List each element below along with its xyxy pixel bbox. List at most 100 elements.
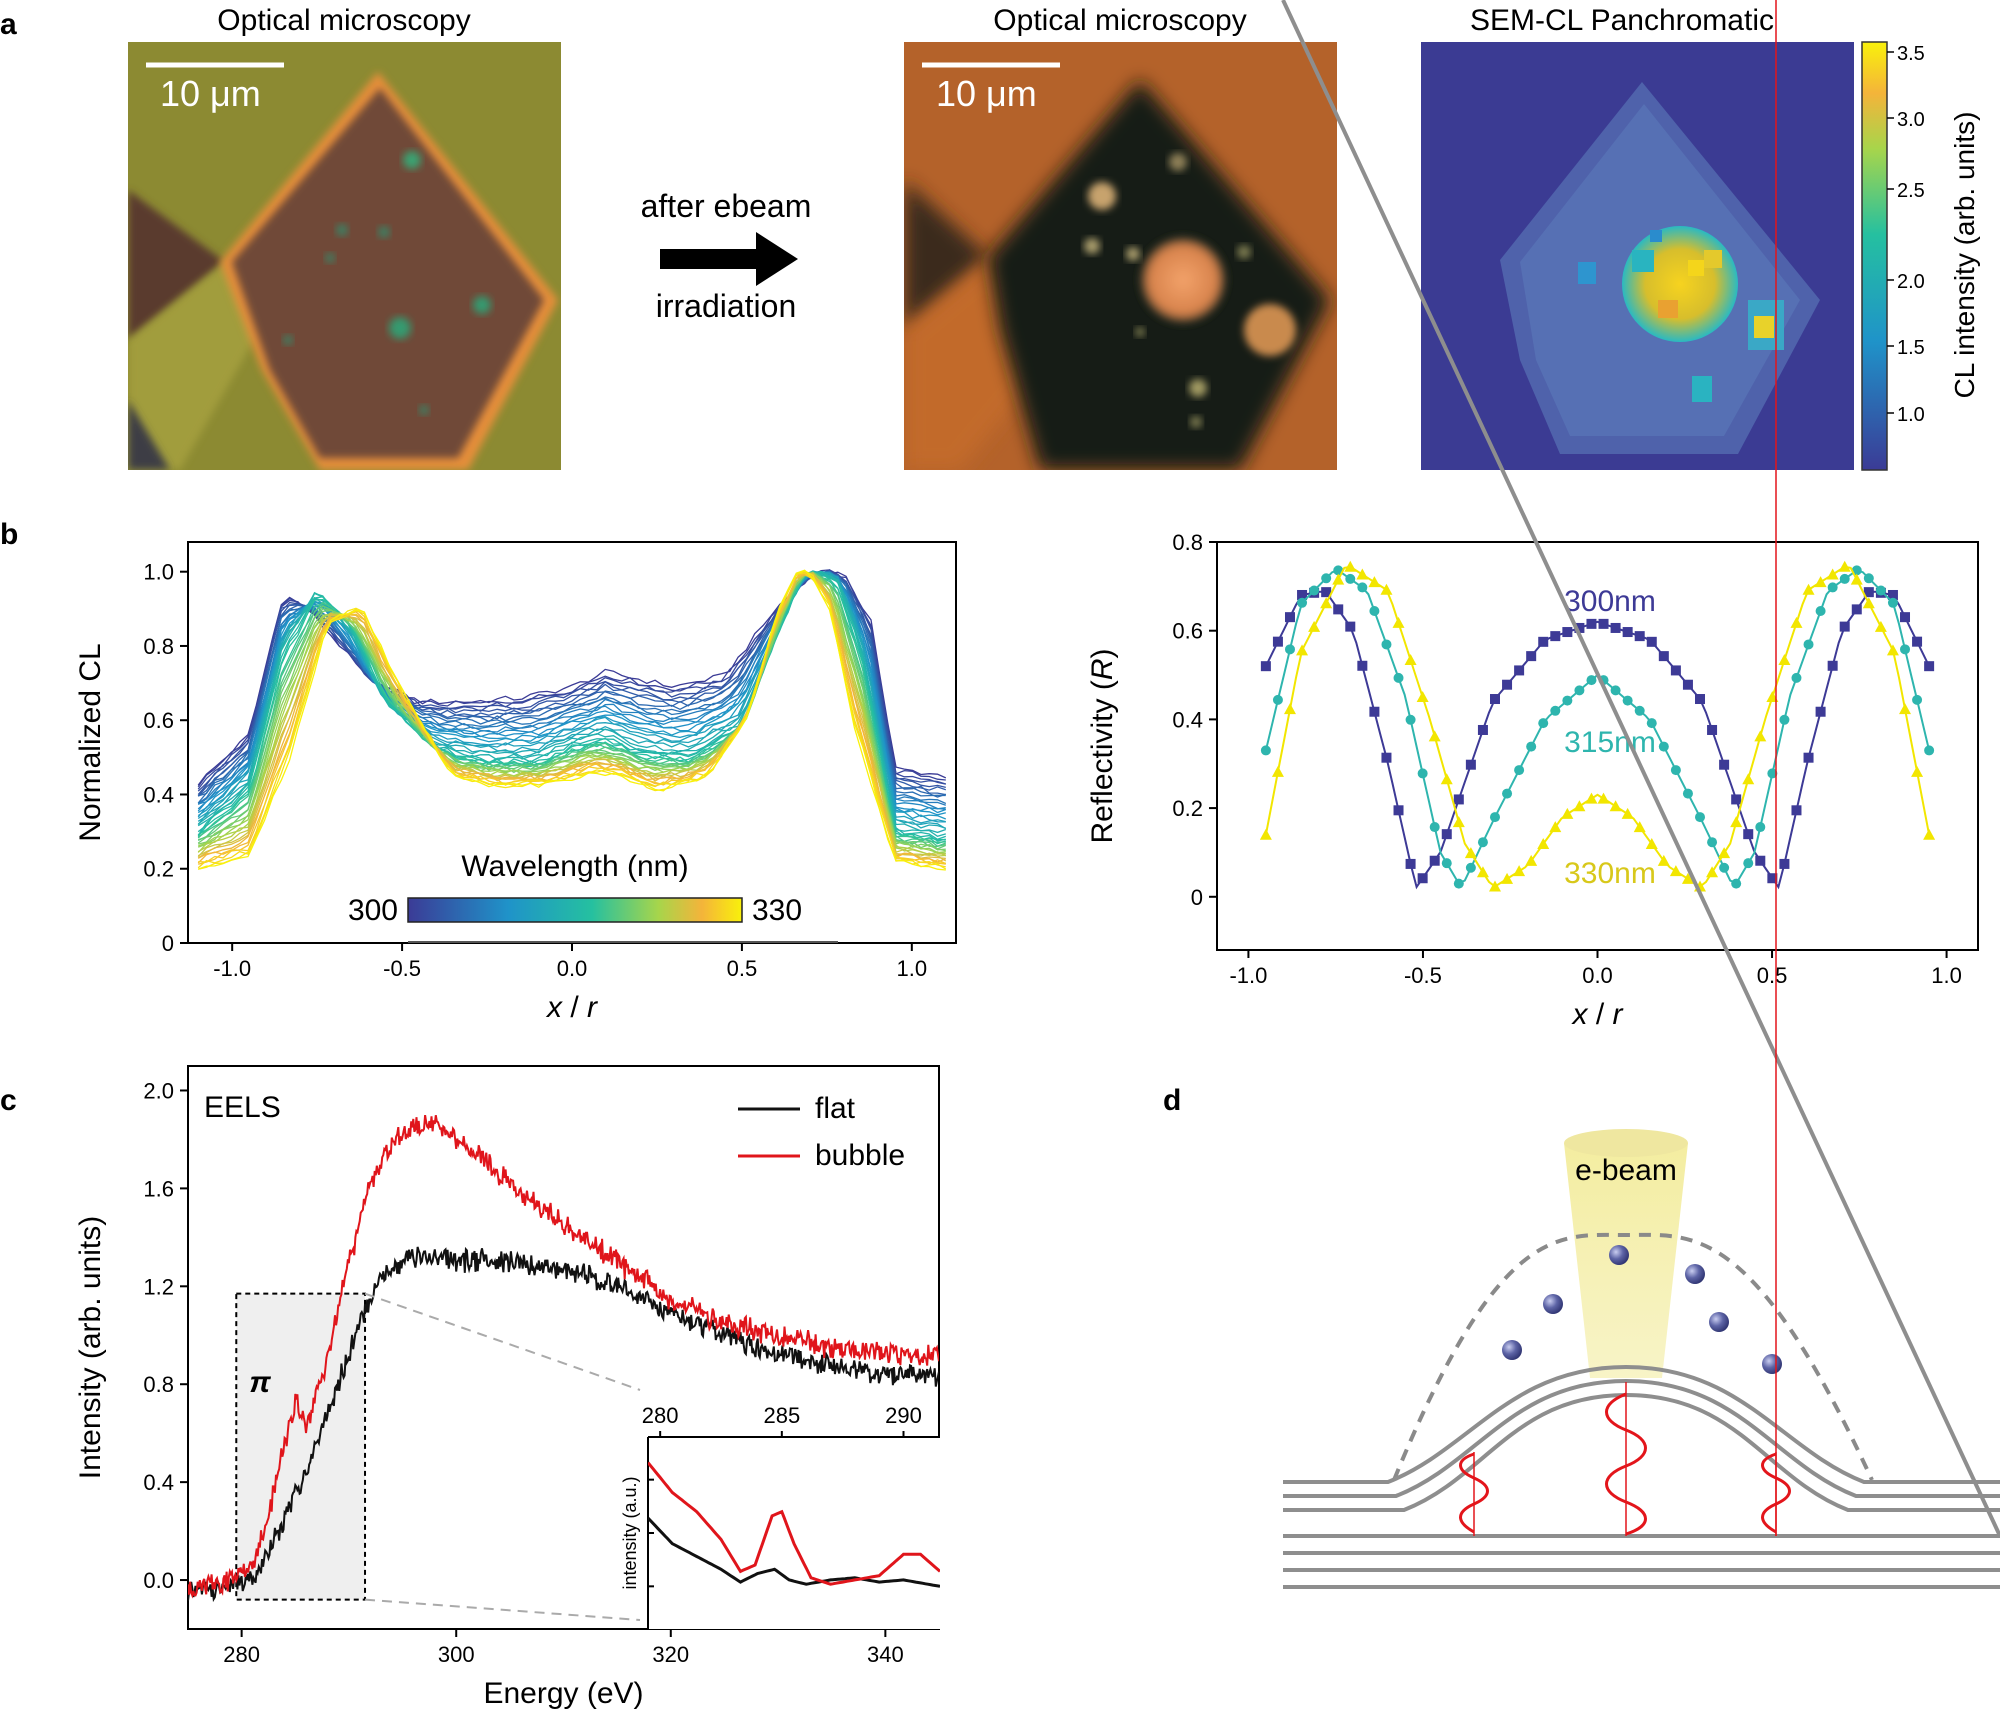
marker-circle xyxy=(1887,597,1898,608)
marker-square xyxy=(1743,829,1754,840)
marker-square xyxy=(1610,622,1621,633)
marker-square xyxy=(1598,618,1609,629)
y-axis-label: Reflectivity (R) xyxy=(1086,648,1119,843)
eels-chart: 280 300 320 340 0.0 0.4 0.8 1.2 1.6 2.0 Energy (eV… xyxy=(74,1065,940,1710)
y-tick-label: 0.6 xyxy=(1172,619,1203,644)
marker-triangle xyxy=(1344,560,1357,572)
marker-triangle xyxy=(1259,828,1272,840)
cl-profile-chart: -1.0 -0.5 0.0 0.5 1.0 0 0.2 0.4 0.6 0.8 1.0 x / r No… xyxy=(74,541,957,1024)
marker-triangle xyxy=(1899,703,1912,715)
marker-square xyxy=(1815,706,1826,717)
marker-triangle xyxy=(1380,583,1393,595)
y-tick-label: 0 xyxy=(1191,885,1203,910)
marker-circle xyxy=(1731,878,1742,889)
marker-triangle xyxy=(1838,560,1851,572)
x-tick-label: 340 xyxy=(867,1642,904,1667)
marker-square xyxy=(1574,622,1585,633)
x-axis-label: Energy (eV) xyxy=(483,1677,643,1710)
x-tick-label: -1.0 xyxy=(213,956,251,981)
panel-a: a Optical microscopy 10 μm after ebeam xyxy=(0,4,1980,471)
y-tick-label: 2.0 xyxy=(143,1078,174,1103)
marker-triangle xyxy=(1428,730,1441,742)
marker-triangle xyxy=(1923,828,1936,840)
marker-circle xyxy=(1622,695,1633,706)
marker-circle xyxy=(1272,694,1283,705)
marker-circle xyxy=(1429,822,1440,833)
colorbar-tick: 1.0 xyxy=(1897,404,1925,426)
wavelength-title: Wavelength (nm) xyxy=(461,850,688,883)
y-tick-label: 0.2 xyxy=(143,857,174,882)
colorbar-tick: 2.0 xyxy=(1897,271,1925,293)
marker-triangle xyxy=(1778,653,1791,665)
marker-square xyxy=(1900,612,1911,623)
cl-profile-line xyxy=(197,572,947,857)
cl-profile-line xyxy=(197,569,947,863)
marker-circle xyxy=(1309,585,1320,596)
marker-triangle xyxy=(1452,816,1465,828)
x-axis-label: x / r xyxy=(545,991,598,1024)
series-annotation: 300nm xyxy=(1564,585,1656,618)
x-tick-label: 0.0 xyxy=(1582,963,1613,988)
marker-triangle xyxy=(1609,800,1622,812)
marker-circle xyxy=(1634,705,1645,716)
marker-square xyxy=(1381,752,1392,763)
marker-triangle xyxy=(1332,573,1345,585)
y-tick-label: 0.2 xyxy=(1172,796,1203,821)
marker-square xyxy=(1779,858,1790,869)
marker-circle xyxy=(1924,745,1935,756)
y-tick-label: 0.4 xyxy=(143,1470,174,1495)
marker-triangle xyxy=(1681,872,1694,884)
marker-square xyxy=(1417,873,1428,884)
marker-circle xyxy=(1767,768,1778,779)
x-tick-label: 0.5 xyxy=(727,956,758,981)
optical-image-before xyxy=(128,42,561,470)
marker-triangle xyxy=(1814,576,1827,588)
marker-circle xyxy=(1574,685,1585,696)
scale-label-2: 10 μm xyxy=(936,73,1037,114)
inset-line xyxy=(648,1461,940,1586)
panel-letter-b: b xyxy=(0,518,18,551)
marker-circle xyxy=(1839,573,1850,584)
y-tick-label: 0.0 xyxy=(143,1568,174,1593)
marker-square xyxy=(1465,759,1476,770)
marker-circle xyxy=(1393,672,1404,683)
marker-circle xyxy=(1489,812,1500,823)
marker-circle xyxy=(1586,675,1597,686)
marker-triangle xyxy=(1308,620,1321,632)
wavelength-colorbar xyxy=(407,897,743,923)
arrow-label-top: after ebeam xyxy=(641,188,812,224)
marker-circle xyxy=(1755,822,1766,833)
marker-circle xyxy=(1381,639,1392,650)
marker-square xyxy=(1803,752,1814,763)
marker-circle xyxy=(1405,714,1416,725)
bubble-schematic: e-beam xyxy=(1281,0,2000,1589)
x-tick-label: 1.0 xyxy=(1931,963,1962,988)
marker-triangle xyxy=(1392,616,1405,628)
marker-circle xyxy=(1514,765,1525,776)
marker-triangle xyxy=(1404,653,1417,665)
y-tick-label: 1.6 xyxy=(143,1176,174,1201)
marker-circle xyxy=(1682,788,1693,799)
y-tick-label: 0.6 xyxy=(143,708,174,733)
marker-circle xyxy=(1441,858,1452,869)
marker-square xyxy=(1670,665,1681,676)
gas-atom-icon xyxy=(1543,1294,1563,1314)
marker-square xyxy=(1321,587,1332,598)
marker-circle xyxy=(1912,694,1923,705)
marker-square xyxy=(1707,724,1718,735)
marker-circle xyxy=(1538,718,1549,729)
marker-square xyxy=(1851,604,1862,615)
gas-atom-icon xyxy=(1762,1354,1782,1374)
sem-cl-map xyxy=(1421,42,1854,470)
cl-profile-line xyxy=(197,571,946,841)
marker-triangle xyxy=(1537,838,1550,850)
marker-square xyxy=(1260,661,1271,672)
marker-square xyxy=(1863,587,1874,598)
gas-atom-icon xyxy=(1609,1245,1629,1265)
marker-square xyxy=(1586,618,1597,629)
marker-triangle xyxy=(1271,765,1284,777)
marker-square xyxy=(1634,631,1645,642)
marker-square xyxy=(1369,706,1380,717)
x-tick-label: -1.0 xyxy=(1229,963,1267,988)
marker-circle xyxy=(1646,718,1657,729)
